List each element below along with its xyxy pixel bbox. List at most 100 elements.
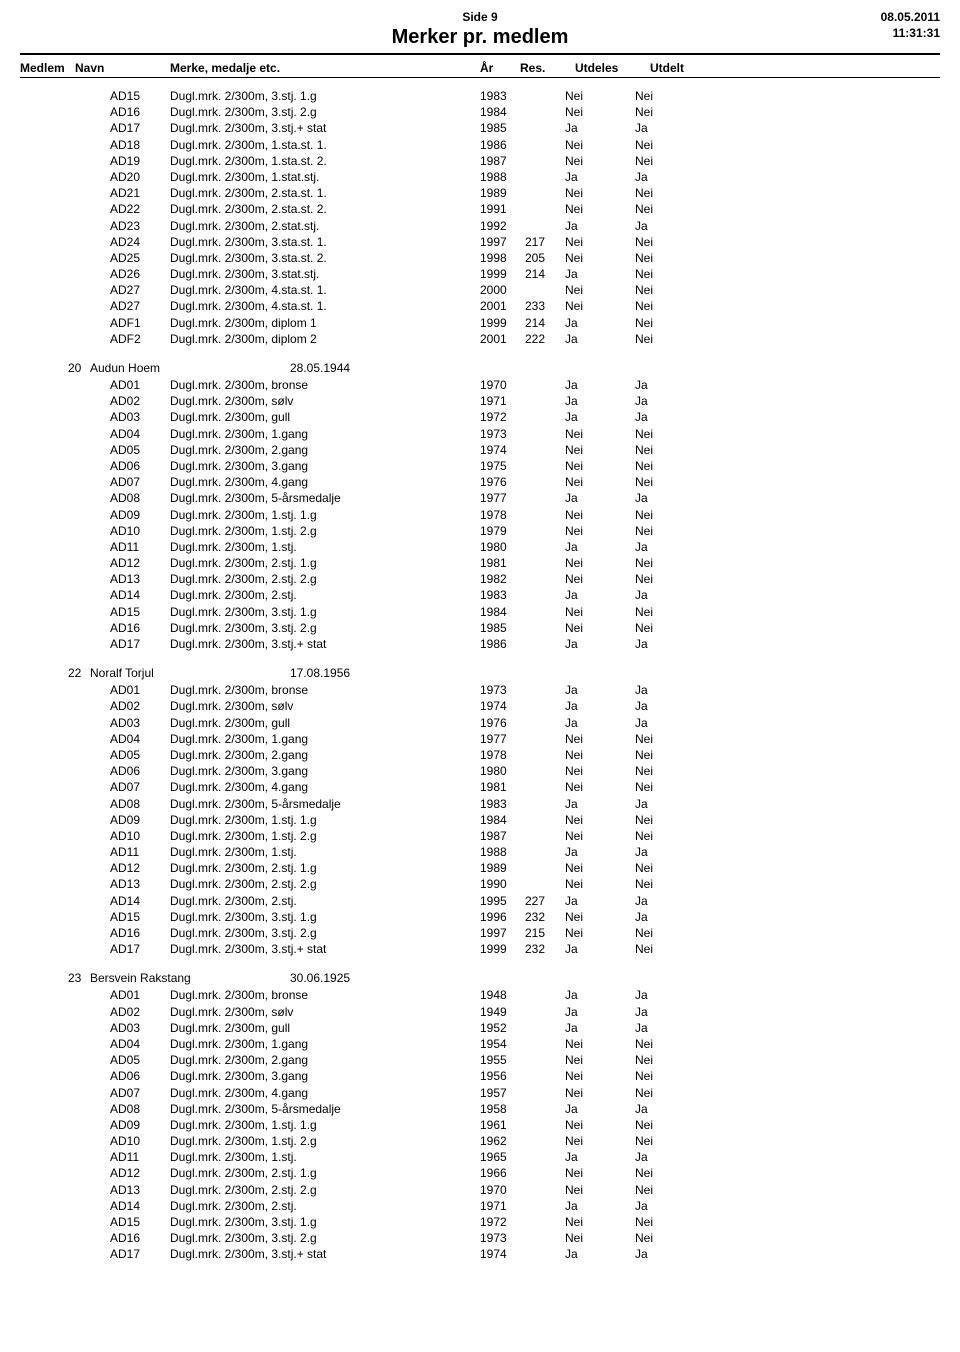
cell-utdeles: Ja (565, 844, 635, 860)
cell-utdelt: Ja (635, 909, 690, 925)
cell-merke: Dugl.mrk. 2/300m, 3.stj. 1.g (170, 1214, 480, 1230)
cell-utdelt: Nei (635, 876, 690, 892)
cell-code: AD08 (110, 490, 170, 506)
cell-ar: 1991 (480, 201, 525, 217)
cell-res (525, 844, 565, 860)
cell-utdelt: Ja (635, 893, 690, 909)
cell-ar: 1997 (480, 925, 525, 941)
cell-utdeles: Ja (565, 796, 635, 812)
cell-merke: Dugl.mrk. 2/300m, sølv (170, 393, 480, 409)
table-row: AD01Dugl.mrk. 2/300m, bronse1973JaJa (110, 682, 940, 698)
table-row: AD24Dugl.mrk. 2/300m, 3.sta.st. 1.199721… (110, 234, 940, 250)
cell-code: AD06 (110, 458, 170, 474)
cell-merke: Dugl.mrk. 2/300m, 4.gang (170, 779, 480, 795)
cell-code: AD12 (110, 860, 170, 876)
cell-utdelt: Nei (635, 474, 690, 490)
cell-code: AD11 (110, 539, 170, 555)
cell-utdeles: Nei (565, 860, 635, 876)
cell-ar: 1997 (480, 234, 525, 250)
cell-ar: 1978 (480, 507, 525, 523)
table-row: AD15Dugl.mrk. 2/300m, 3.stj. 1.g1983NeiN… (110, 88, 940, 104)
cell-utdeles: Nei (565, 88, 635, 104)
cell-code: AD09 (110, 1117, 170, 1133)
cell-res (525, 201, 565, 217)
cell-res: 232 (525, 941, 565, 957)
cell-code: AD08 (110, 796, 170, 812)
cell-utdelt: Nei (635, 812, 690, 828)
cell-utdelt: Ja (635, 539, 690, 555)
cell-utdelt: Ja (635, 987, 690, 1003)
cell-utdeles: Ja (565, 893, 635, 909)
cell-merke: Dugl.mrk. 2/300m, 1.sta.st. 1. (170, 137, 480, 153)
cell-utdeles: Nei (565, 1230, 635, 1246)
cell-utdelt: Nei (635, 1182, 690, 1198)
cell-ar: 1992 (480, 218, 525, 234)
cell-merke: Dugl.mrk. 2/300m, 3.stj.+ stat (170, 120, 480, 136)
cell-utdelt: Nei (635, 331, 690, 347)
cell-ar: 1989 (480, 860, 525, 876)
cell-utdeles: Ja (565, 218, 635, 234)
group-number: 22 (68, 666, 90, 680)
cell-res (525, 1214, 565, 1230)
cell-ar: 1974 (480, 442, 525, 458)
cell-res: 222 (525, 331, 565, 347)
cell-merke: Dugl.mrk. 2/300m, sølv (170, 1004, 480, 1020)
cell-merke: Dugl.mrk. 2/300m, 1.stj. 2.g (170, 828, 480, 844)
group-block: 22Noralf Torjul17.08.1956AD01Dugl.mrk. 2… (20, 666, 940, 957)
cell-code: AD02 (110, 393, 170, 409)
cell-merke: Dugl.mrk. 2/300m, 3.stj. 2.g (170, 925, 480, 941)
cell-utdelt: Nei (635, 153, 690, 169)
cell-code: AD16 (110, 925, 170, 941)
cell-utdeles: Ja (565, 682, 635, 698)
table-row: AD14Dugl.mrk. 2/300m, 2.stj.1995227JaJa (110, 893, 940, 909)
page-number: Side 9 (20, 10, 940, 24)
table-row: AD01Dugl.mrk. 2/300m, bronse1970JaJa (110, 377, 940, 393)
group-header: 20Audun Hoem28.05.1944 (68, 361, 940, 375)
cell-utdeles: Ja (565, 1020, 635, 1036)
cell-code: AD05 (110, 442, 170, 458)
cell-utdelt: Ja (635, 1198, 690, 1214)
cell-utdeles: Nei (565, 298, 635, 314)
cell-ar: 1966 (480, 1165, 525, 1181)
group-number: 20 (68, 361, 90, 375)
group-date: 30.06.1925 (290, 971, 350, 985)
cell-utdeles: Ja (565, 331, 635, 347)
cell-utdelt: Ja (635, 120, 690, 136)
cell-ar: 1999 (480, 941, 525, 957)
cell-res (525, 153, 565, 169)
cell-utdelt: Nei (635, 1230, 690, 1246)
cell-utdeles: Ja (565, 120, 635, 136)
cell-merke: Dugl.mrk. 2/300m, sølv (170, 698, 480, 714)
table-row: AD17Dugl.mrk. 2/300m, 3.stj.+ stat199923… (110, 941, 940, 957)
cell-code: AD19 (110, 153, 170, 169)
col-utdelt: Utdelt (650, 61, 710, 75)
cell-ar: 1974 (480, 698, 525, 714)
cell-utdeles: Nei (565, 137, 635, 153)
table-row: AD16Dugl.mrk. 2/300m, 3.stj. 2.g1997215N… (110, 925, 940, 941)
cell-utdelt: Nei (635, 731, 690, 747)
cell-utdelt: Ja (635, 1149, 690, 1165)
cell-code: AD14 (110, 1198, 170, 1214)
cell-res (525, 860, 565, 876)
cell-utdelt: Ja (635, 715, 690, 731)
cell-ar: 1970 (480, 1182, 525, 1198)
cell-merke: Dugl.mrk. 2/300m, 1.stj. 2.g (170, 1133, 480, 1149)
table-row: AD13Dugl.mrk. 2/300m, 2.stj. 2.g1970NeiN… (110, 1182, 940, 1198)
table-row: AD16Dugl.mrk. 2/300m, 3.stj. 2.g1984NeiN… (110, 104, 940, 120)
cell-merke: Dugl.mrk. 2/300m, bronse (170, 682, 480, 698)
table-row: AD11Dugl.mrk. 2/300m, 1.stj.1980JaJa (110, 539, 940, 555)
cell-ar: 1999 (480, 315, 525, 331)
cell-utdeles: Nei (565, 604, 635, 620)
group-date: 17.08.1956 (290, 666, 350, 680)
cell-utdelt: Nei (635, 779, 690, 795)
cell-merke: Dugl.mrk. 2/300m, 3.sta.st. 2. (170, 250, 480, 266)
cell-code: AD05 (110, 1052, 170, 1068)
cell-utdelt: Nei (635, 523, 690, 539)
cell-utdeles: Nei (565, 458, 635, 474)
table-row: ADF2Dugl.mrk. 2/300m, diplom 22001222JaN… (110, 331, 940, 347)
table-row: AD06Dugl.mrk. 2/300m, 3.gang1975NeiNei (110, 458, 940, 474)
cell-res (525, 1052, 565, 1068)
table-row: AD13Dugl.mrk. 2/300m, 2.stj. 2.g1982NeiN… (110, 571, 940, 587)
cell-utdelt: Ja (635, 587, 690, 603)
cell-utdeles: Ja (565, 1101, 635, 1117)
